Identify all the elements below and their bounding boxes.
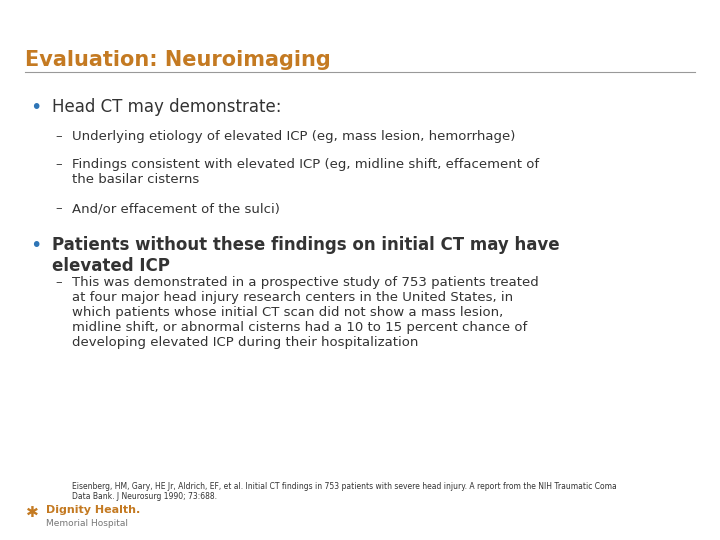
Text: Head CT may demonstrate:: Head CT may demonstrate: <box>52 98 282 116</box>
Text: •: • <box>30 236 41 255</box>
Text: Eisenberg, HM, Gary, HE Jr, Aldrich, EF, et al. Initial CT findings in 753 patie: Eisenberg, HM, Gary, HE Jr, Aldrich, EF,… <box>72 482 617 502</box>
Text: –: – <box>55 130 62 143</box>
Text: •: • <box>30 98 41 117</box>
Text: –: – <box>55 158 62 171</box>
Text: Evaluation: Neuroimaging: Evaluation: Neuroimaging <box>25 50 330 70</box>
Text: Patients without these findings on initial CT may have
elevated ICP: Patients without these findings on initi… <box>52 236 559 275</box>
Text: Memorial Hospital: Memorial Hospital <box>46 519 128 528</box>
Text: Underlying etiology of elevated ICP (eg, mass lesion, hemorrhage): Underlying etiology of elevated ICP (eg,… <box>72 130 516 143</box>
Text: Dignity Health.: Dignity Health. <box>46 505 140 515</box>
Text: And/or effacement of the sulci): And/or effacement of the sulci) <box>72 202 280 215</box>
Text: ✱: ✱ <box>26 505 39 520</box>
Text: Findings consistent with elevated ICP (eg, midline shift, effacement of
the basi: Findings consistent with elevated ICP (e… <box>72 158 539 186</box>
Text: This was demonstrated in a prospective study of 753 patients treated
at four maj: This was demonstrated in a prospective s… <box>72 276 539 349</box>
Text: –: – <box>55 202 62 215</box>
Text: –: – <box>55 276 62 289</box>
